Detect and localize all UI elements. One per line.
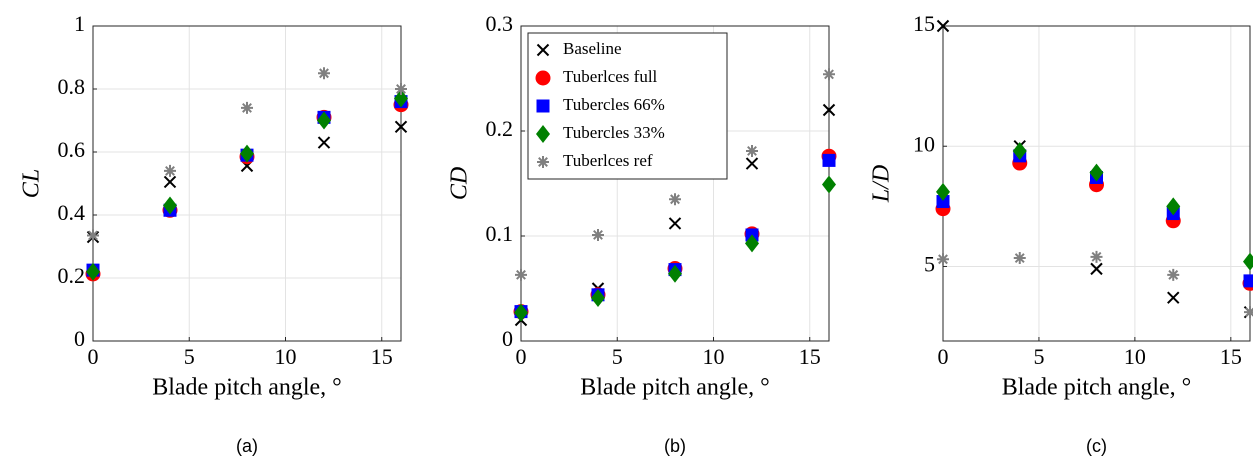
marker-diamond [1243, 252, 1253, 271]
x-tick-label: 5 [184, 344, 195, 369]
marker-cross [1090, 262, 1103, 276]
subplot-caption: (c) [1086, 436, 1107, 456]
marker-diamond [1089, 163, 1104, 182]
marker-asterisk [241, 101, 253, 114]
x-tick-label: 0 [516, 344, 527, 369]
marker-asterisk [164, 164, 176, 177]
y-tick-label: 0 [502, 326, 513, 351]
x-tick-label: 0 [938, 344, 949, 369]
y-tick-label: 15 [913, 11, 935, 36]
marker-diamond [1012, 142, 1027, 161]
marker-diamond [317, 111, 331, 130]
marker-cross [822, 103, 836, 117]
y-tick-label: 0.3 [486, 11, 514, 36]
x-tick-label: 5 [612, 344, 623, 369]
x-tick-label: 15 [371, 344, 393, 369]
subplot: 0 5 10 15 5 10 15 Blade pitch angle, ° L/D (c) [869, 11, 1253, 456]
marker-diamond [822, 175, 836, 194]
marker-asterisk [537, 156, 549, 168]
legend-box [527, 32, 728, 180]
marker-asterisk [1167, 268, 1180, 281]
marker-diamond [394, 89, 408, 108]
marker-diamond [745, 234, 759, 253]
legend-label: Tubercles 33% [563, 123, 665, 142]
y-tick-label: 0.1 [486, 221, 514, 246]
y-tick-label: 0.2 [486, 116, 514, 141]
marker-diamond [514, 303, 528, 322]
subplot-caption: (a) [236, 436, 258, 456]
marker-asterisk [746, 144, 758, 157]
marker-cross [536, 43, 550, 57]
subplot: 0 5 10 15 0 0.2 0.4 0.6 0.8 1 Blade pitch angle, °… [19, 11, 409, 456]
legend-label: Tuberlces ref [563, 151, 653, 170]
marker-asterisk [669, 193, 681, 206]
x-axis-label: Blade pitch angle, ° [580, 375, 770, 401]
marker-asterisk [87, 229, 99, 242]
marker-cross [163, 175, 177, 189]
legend-label: Tubercles 66% [563, 95, 665, 114]
marker-cross [936, 19, 950, 33]
y-tick-label: 0.6 [58, 137, 86, 162]
x-tick-label: 10 [1124, 344, 1146, 369]
marker-asterisk [515, 268, 527, 281]
x-tick-label: 15 [1220, 344, 1242, 369]
marker-square [536, 99, 550, 113]
x-tick-label: 10 [703, 344, 725, 369]
marker-asterisk [1013, 252, 1026, 265]
y-axis-label: L/D [869, 165, 895, 203]
marker-asterisk [395, 83, 407, 95]
y-tick-label: 5 [924, 252, 935, 277]
marker-square [1243, 274, 1253, 288]
marker-cross [394, 120, 408, 134]
y-tick-label: 0.8 [58, 74, 86, 99]
y-axis-label: CD [447, 167, 473, 200]
y-tick-label: 10 [913, 131, 935, 156]
marker-square [822, 153, 836, 167]
x-axis-label: Blade pitch angle, ° [152, 375, 342, 401]
marker-diamond [668, 264, 682, 283]
legend-label: Baseline [563, 39, 622, 58]
marker-diamond [240, 144, 254, 163]
marker-diamond [86, 262, 100, 281]
marker-cross [668, 217, 682, 230]
marker-circle [535, 70, 551, 86]
axes-frame [92, 25, 402, 342]
y-tick-label: 1 [74, 11, 85, 36]
x-tick-label: 0 [88, 344, 99, 369]
x-tick-label: 5 [1033, 344, 1044, 369]
marker-asterisk [823, 68, 835, 81]
marker-asterisk [1244, 306, 1253, 319]
marker-asterisk [937, 253, 949, 266]
x-tick-label: 10 [275, 344, 297, 369]
marker-asterisk [1090, 250, 1103, 263]
y-tick-label: 0.2 [58, 263, 86, 288]
x-axis-label: Blade pitch angle, ° [1002, 375, 1192, 401]
marker-diamond [1166, 197, 1181, 216]
marker-asterisk [318, 67, 330, 80]
plot-area [93, 26, 401, 341]
legend-label: Tuberlces full [563, 67, 658, 86]
y-tick-label: 0 [74, 326, 85, 351]
marker-cross [745, 157, 759, 170]
subplot-caption: (b) [664, 436, 686, 456]
x-tick-label: 15 [799, 344, 821, 369]
marker-cross [317, 136, 331, 149]
marker-asterisk [592, 228, 604, 241]
subplot: 0 5 10 15 0 0.1 0.2 0.3 Blade pitch angle, ° CD (b… [447, 11, 837, 456]
y-tick-label: 0.4 [58, 200, 86, 225]
marker-diamond [591, 288, 605, 307]
marker-diamond [536, 125, 550, 143]
marker-diamond [936, 182, 950, 201]
marker-square [936, 195, 950, 209]
y-axis-label: CL [19, 169, 45, 198]
marker-diamond [163, 196, 177, 215]
marker-cross [1167, 291, 1180, 304]
